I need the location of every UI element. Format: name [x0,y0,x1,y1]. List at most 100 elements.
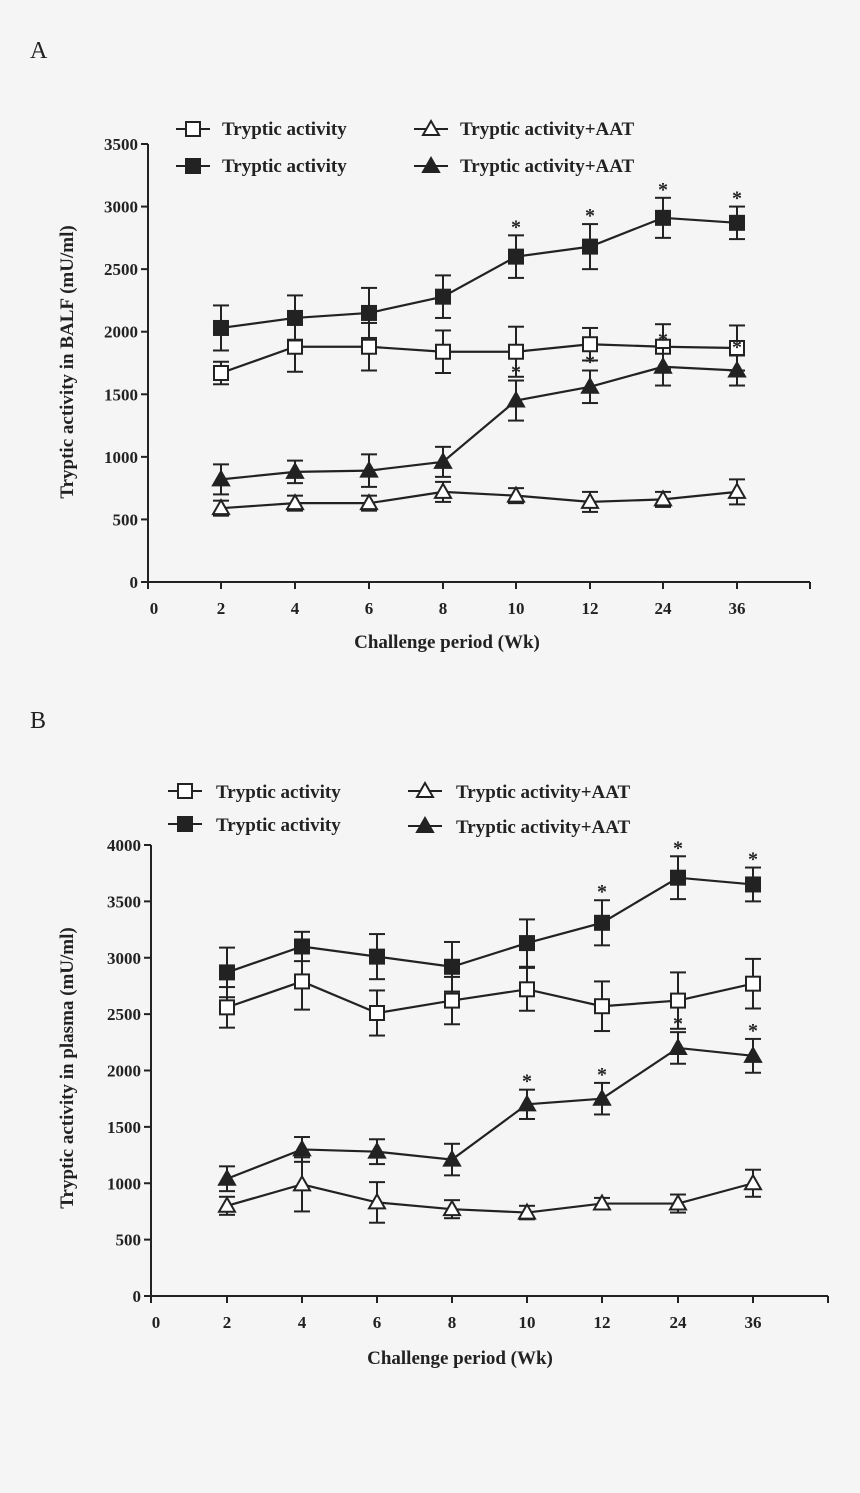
plot-area-b: * * * * * * * [217,837,763,1224]
x-tick-label-b: 10 [519,1313,536,1332]
data-point [369,948,385,965]
data-point [519,935,535,952]
data-point [594,998,610,1015]
series-line [220,216,738,330]
data-point [444,992,460,1009]
y-tick-label-a: 1500 [104,385,138,404]
data-point [211,498,231,516]
series-line [226,876,754,974]
series-line [226,1046,754,1180]
data-point [668,1193,688,1211]
x-tick-label-a: 12 [582,599,599,618]
y-tick-label-b: 2000 [107,1062,141,1081]
data-point [217,1168,237,1186]
y-tick-label-a: 3000 [104,198,138,217]
significance-marker: * [748,1020,758,1042]
significance-marker: * [522,1071,532,1093]
series-b-4: * * * * [217,1013,763,1193]
legend-a-item-1: Tryptic activity [176,119,347,140]
data-point [506,390,526,408]
legend-a-label-2: Tryptic activity [222,156,347,177]
x-tick-label-a: 6 [365,599,374,618]
data-point [213,319,229,336]
x-tick-label-a: 0 [150,599,159,618]
x-tick-label-b: 4 [298,1313,307,1332]
x-tick-label-b: 0 [152,1313,161,1332]
data-point [670,992,686,1009]
series-line [220,490,738,510]
data-point [653,356,673,374]
x-tick-label-a: 2 [217,599,226,618]
panel-b-label: B [30,708,46,734]
data-point [361,304,377,321]
significance-marker: * [658,179,668,201]
series-b-1 [219,952,761,1037]
data-point [217,1195,237,1213]
y-tick-label-b: 2500 [107,1005,141,1024]
significance-marker: * [673,837,683,859]
data-point [287,309,303,326]
chart-a: A Tryptic activity Tryptic activity Tryp… [30,38,811,653]
significance-marker: * [748,849,758,871]
data-point [580,491,600,509]
data-point [582,238,598,255]
x-tick-label-a: 8 [439,599,448,618]
series-a-2: * * * * [213,179,745,352]
data-point [670,869,686,886]
data-point [508,343,524,360]
x-tick-label-b: 2 [223,1313,232,1332]
data-point [359,460,379,478]
significance-marker: * [511,216,521,238]
x-tick-label-a: 10 [508,599,525,618]
y-tick-label-a: 2000 [104,323,138,342]
data-point [668,1037,688,1055]
y-axis-title-a: Tryptic activity in BALF (mU/ml) [57,225,78,498]
series-line [226,1182,754,1214]
data-point [444,958,460,975]
data-point [519,981,535,998]
data-point [219,999,235,1016]
data-point [517,1202,537,1220]
legend-b-label-2: Tryptic activity [216,815,341,836]
x-tick-label-b: 6 [373,1313,382,1332]
significance-marker: * [597,881,607,903]
significance-marker: * [732,336,742,358]
data-point [367,1141,387,1159]
legend-a: Tryptic activity Tryptic activity Trypti… [176,118,635,177]
series-b-2: * * * [219,837,761,999]
data-point [359,493,379,511]
series-a-4: * * * * [211,329,747,496]
data-point [287,338,303,355]
y-tick-label-b: 0 [133,1287,142,1306]
x-tick-label-b: 8 [448,1313,457,1332]
data-point [442,1149,462,1167]
data-point [517,1094,537,1112]
legend-b-item-3: Tryptic activity+AAT [408,780,631,803]
significance-marker: * [658,329,668,351]
data-point [433,451,453,469]
data-point [211,469,231,487]
y-tick-label-b: 4000 [107,836,141,855]
panel-a-label: A [30,38,48,64]
legend-b: Tryptic activity Tryptic activity Trypti… [168,780,631,838]
data-point [743,1173,763,1191]
significance-marker: * [585,205,595,227]
y-tick-label-a: 3500 [104,135,138,154]
data-point [743,1045,763,1063]
legend-b-item-4: Tryptic activity+AAT [408,815,631,838]
data-point [219,964,235,981]
y-tick-label-b: 1000 [107,1174,141,1193]
legend-a-item-3: Tryptic activity+AAT [414,118,635,140]
significance-marker: * [585,352,595,374]
data-point [435,343,451,360]
y-tick-label-b: 500 [116,1231,142,1250]
legend-a-label-3: Tryptic activity+AAT [460,119,635,140]
y-tick-label-a: 2500 [104,260,138,279]
series-a-3 [211,478,747,517]
y-tick-label-a: 1000 [104,448,138,467]
x-tick-label-a: 36 [729,599,746,618]
legend-b-item-2: Tryptic activity [168,815,341,836]
